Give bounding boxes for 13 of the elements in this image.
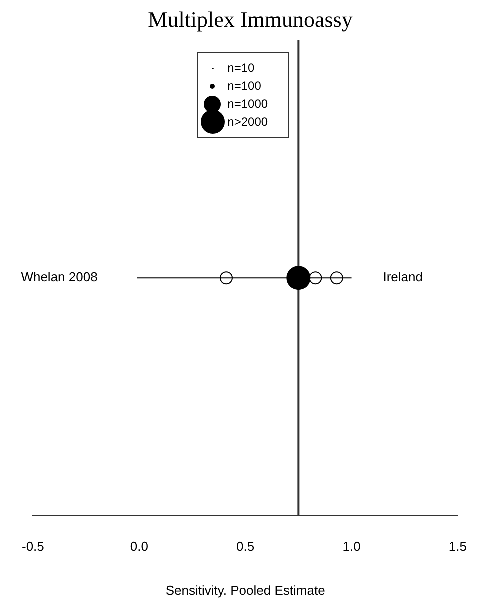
x-axis-title: Sensitivity. Pooled Estimate (166, 582, 326, 598)
legend-label: n=100 (228, 79, 262, 94)
x-tick-label: 0.0 (130, 539, 148, 554)
legend-label: n>2000 (228, 115, 268, 130)
x-tick-label: 1.0 (342, 539, 361, 554)
legend-label: n=1000 (228, 97, 268, 112)
x-tick-label: 1.5 (448, 539, 468, 554)
x-tick-label: 0.5 (236, 539, 255, 554)
y2-tick-label: Ireland (383, 270, 423, 285)
x-tick-label: -0.5 (22, 539, 44, 554)
y-tick-label: Whelan 2008 (21, 270, 98, 285)
chart-title: Multiplex Immunoassy (148, 6, 353, 32)
legend-label: n=10 (228, 61, 255, 76)
